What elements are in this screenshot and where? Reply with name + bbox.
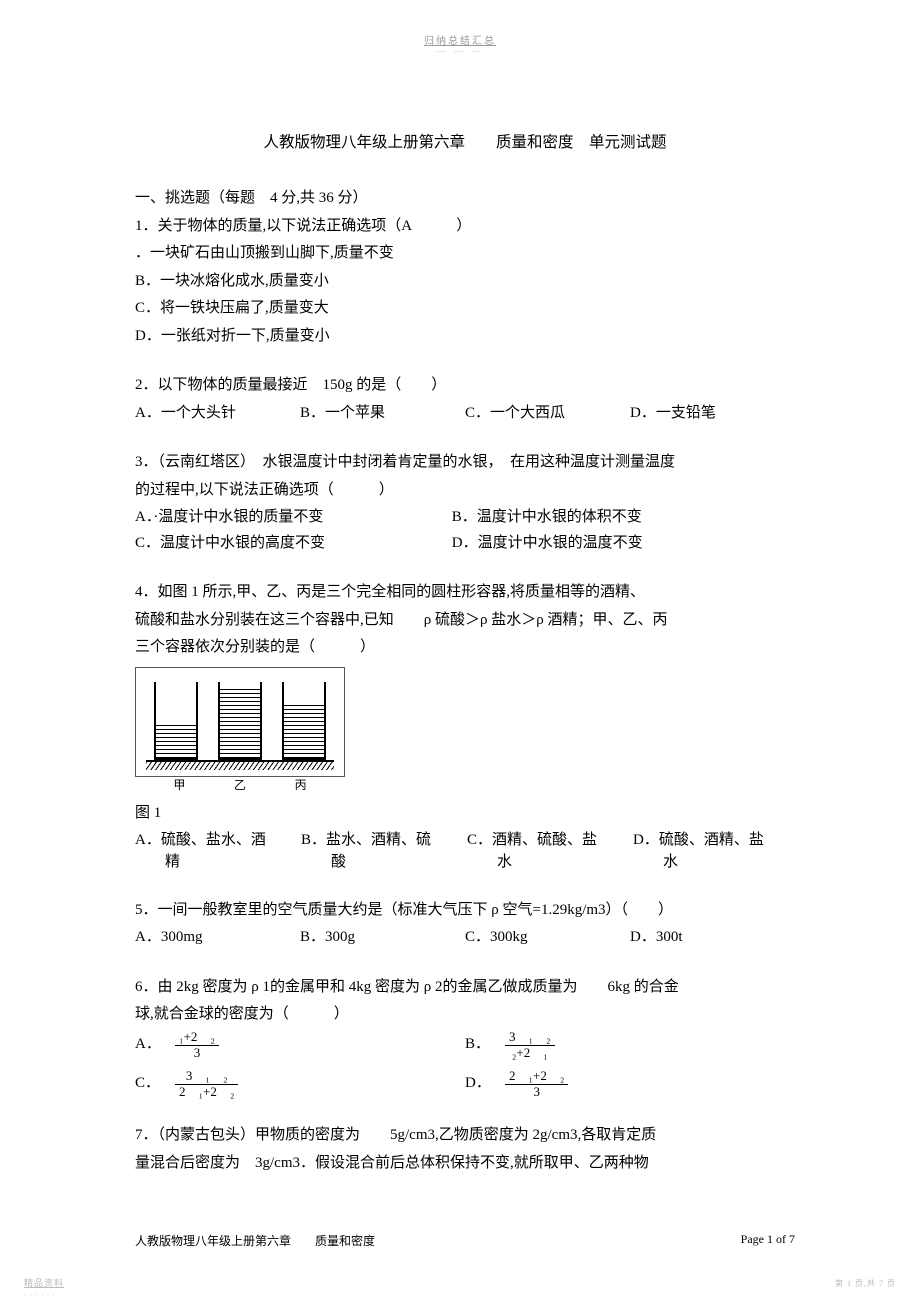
q4-c-line1: C．酒精、硫酸、盐 (467, 832, 597, 848)
q1-opt-a: ．一块矿石由山顶搬到山脚下,质量不变 (135, 241, 795, 267)
figure-1: 甲 乙 丙 (135, 667, 795, 795)
q4-opt-b: B．盐水、酒精、硫 酸 (301, 829, 463, 874)
q4-c-line2: 水 (467, 854, 512, 870)
q6-c-frac: 3 ₁ ₂ 2 ₁+2 ₂ (175, 1069, 238, 1100)
q6-opt-a: A． ₁+2 ₂ 3 (135, 1030, 465, 1061)
question-3: 3．（云南红塔区） 水银温度计中封闭着肯定量的水银， 在用这种温度计测量温度 的… (135, 450, 795, 556)
cylinder-bing (282, 682, 326, 760)
q2-opt-d: D．一支铅笔 (630, 401, 795, 427)
q6-a-den: 3 (175, 1046, 219, 1061)
q4-opt-a: A．硫酸、盐水、酒 精 (135, 829, 297, 874)
footer-left: 人教版物理八年级上册第六章 质量和密度 (135, 1232, 375, 1249)
question-2: 2．以下物体的质量最接近 150g 的是（ ） A．一个大头针 B．一个苹果 C… (135, 373, 795, 426)
question-5: 5．一间一般教室里的空气质量大约是（标准大气压下 ρ 空气=1.29kg/m3）… (135, 898, 795, 951)
q4-a-line2: 精 (135, 854, 180, 870)
corner-left: 精品资料 (24, 1276, 64, 1289)
q4-d-line1: D．硫酸、酒精、盐 (633, 832, 764, 848)
question-1: 1．关于物体的质量,以下说法正确选项（A ） ．一块矿石由山顶搬到山脚下,质量不… (135, 214, 795, 350)
q6-d-label: D． (465, 1071, 493, 1097)
label-jia: 甲 (173, 775, 185, 795)
q7-stem-1: 7．（内蒙古包头）甲物质的密度为 5g/cm3,乙物质密度为 2g/cm3,各取… (135, 1123, 795, 1149)
q6-a-num: ₁+2 ₂ (175, 1030, 219, 1046)
q6-stem-1: 6．由 2kg 密度为 ρ 1的金属甲和 4kg 密度为 ρ 2的金属乙做成质量… (135, 975, 795, 1001)
q4-b-line1: B．盐水、酒精、硫 (301, 832, 431, 848)
q2-opt-c: C．一个大西瓜 (465, 401, 630, 427)
q3-opt-c: C．温度计中水银的高度不变 (135, 531, 452, 557)
header-note: 归纳总结汇总 (424, 32, 496, 47)
q4-stem-3: 三个容器依次分别装的是（ ） (135, 635, 795, 661)
q4-a-line1: A．硫酸、盐水、酒 (135, 832, 266, 848)
q6-d-frac: 2 ₁+2 ₂ 3 (505, 1069, 568, 1100)
footer-right: Page 1 of 7 (741, 1232, 795, 1249)
q6-opt-d: D． 2 ₁+2 ₂ 3 (465, 1069, 795, 1100)
q2-stem: 2．以下物体的质量最接近 150g 的是（ ） (135, 373, 795, 399)
q6-d-den: 3 (505, 1085, 568, 1100)
cylinders-diagram (135, 667, 345, 777)
q3-stem-2: 的过程中,以下说法正确选项（ ） (135, 478, 795, 504)
label-yi: 乙 (234, 775, 246, 795)
q3-opt-d: D．温度计中水银的温度不变 (452, 531, 795, 557)
q6-b-frac: 3 ₁ ₂ ₂+2 ₁ (505, 1030, 555, 1061)
q1-stem: 1．关于物体的质量,以下说法正确选项（A ） (135, 214, 795, 240)
q4-opt-c: C．酒精、硫酸、盐 水 (467, 829, 629, 874)
q6-opt-c: C． 3 ₁ ₂ 2 ₁+2 ₂ (135, 1069, 465, 1100)
q4-stem-2: 硫酸和盐水分别装在这三个容器中,已知 ρ 硫酸＞ρ 盐水＞ρ 酒精；甲、乙、丙 (135, 608, 795, 634)
doc-title: 人教版物理八年级上册第六章 质量和密度 单元测试题 (135, 130, 795, 156)
q3-opt-b: B．温度计中水银的体积不变 (452, 505, 795, 531)
q2-opt-b: B．一个苹果 (300, 401, 465, 427)
q4-opt-d: D．硫酸、酒精、盐 水 (633, 829, 795, 874)
q6-b-label: B． (465, 1032, 493, 1058)
q6-stem-2: 球,就合金球的密度为（ ） (135, 1002, 795, 1028)
q5-opt-d: D．300t (630, 925, 795, 951)
q6-c-label: C． (135, 1071, 163, 1097)
section-head: 一、挑选题（每题 4 分,共 36 分） (135, 186, 795, 212)
page-footer: 人教版物理八年级上册第六章 质量和密度 Page 1 of 7 (135, 1232, 795, 1249)
question-4: 4．如图 1 所示,甲、乙、丙是三个完全相同的圆柱形容器,将质量相等的酒精、 硫… (135, 580, 795, 873)
label-bing: 丙 (295, 775, 307, 795)
q7-stem-2: 量混合后密度为 3g/cm3．假设混合前后总体积保持不变,就所取甲、乙两种物 (135, 1151, 795, 1177)
page-body: 人教版物理八年级上册第六章 质量和密度 单元测试题 一、挑选题（每题 4 分,共… (135, 130, 795, 1200)
q5-opt-c: C．300kg (465, 925, 630, 951)
q3-stem-1: 3．（云南红塔区） 水银温度计中封闭着肯定量的水银， 在用这种温度计测量温度 (135, 450, 795, 476)
q5-opt-b: B．300g (300, 925, 465, 951)
question-7: 7．（内蒙古包头）甲物质的密度为 5g/cm3,乙物质密度为 2g/cm3,各取… (135, 1123, 795, 1176)
q6-c-num: 3 ₁ ₂ (175, 1069, 238, 1085)
q6-d-num: 2 ₁+2 ₂ (505, 1069, 568, 1085)
q6-c-den: 2 ₁+2 ₂ (175, 1085, 238, 1100)
question-6: 6．由 2kg 密度为 ρ 1的金属甲和 4kg 密度为 ρ 2的金属乙做成质量… (135, 975, 795, 1100)
q4-d-line2: 水 (633, 854, 678, 870)
q3-opt-a: A．·温度计中水银的质量不变 (135, 505, 452, 531)
q5-stem: 5．一间一般教室里的空气质量大约是（标准大气压下 ρ 空气=1.29kg/m3）… (135, 898, 795, 924)
q1-opt-d: D．一张纸对折一下,质量变小 (135, 324, 795, 350)
q6-opt-b: B． 3 ₁ ₂ ₂+2 ₁ (465, 1030, 795, 1061)
q4-b-line2: 酸 (301, 854, 346, 870)
figure-caption: 图 1 (135, 801, 795, 827)
q5-opt-a: A．300mg (135, 925, 300, 951)
ground-hatch (146, 760, 334, 770)
q6-b-den: ₂+2 ₁ (505, 1046, 555, 1061)
corner-right: 第 1 页,共 7 页 (835, 1278, 896, 1289)
q4-stem-1: 4．如图 1 所示,甲、乙、丙是三个完全相同的圆柱形容器,将质量相等的酒精、 (135, 580, 795, 606)
q2-opt-a: A．一个大头针 (135, 401, 300, 427)
header-dash: — — — (437, 46, 484, 56)
q1-opt-c: C．将一铁块压扁了,质量变大 (135, 296, 795, 322)
corner-left-dash: ------ (24, 1290, 58, 1299)
cylinder-yi (218, 682, 262, 760)
q6-a-frac: ₁+2 ₂ 3 (175, 1030, 219, 1061)
cylinder-jia (154, 682, 198, 760)
q1-opt-b: B．一块冰熔化成水,质量变小 (135, 269, 795, 295)
q6-a-label: A． (135, 1032, 163, 1058)
q6-b-num: 3 ₁ ₂ (505, 1030, 555, 1046)
